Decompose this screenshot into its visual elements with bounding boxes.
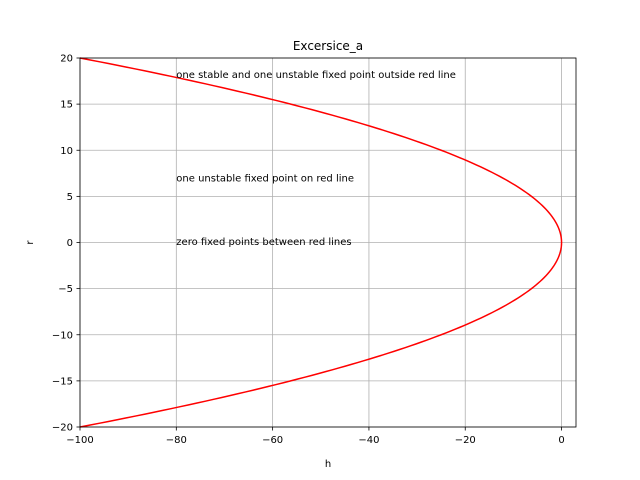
annotation-text: zero fixed points between red lines: [176, 237, 351, 248]
x-tick-label: −60: [262, 435, 283, 446]
y-tick-label: 10: [60, 146, 73, 157]
ticks: −100 −80 −60 −40 −20 0 −20 −15 −10 −5 0 5 10 15 20: [52, 54, 565, 446]
y-tick-label: −20: [52, 423, 73, 434]
y-tick-label: 15: [60, 100, 73, 111]
y-tick-label: −5: [58, 284, 73, 295]
curve-layer: [79, 57, 563, 428]
y-tick-label: 20: [60, 54, 73, 65]
x-tick-label: 0: [558, 435, 564, 446]
series-line: [79, 57, 563, 428]
annotation-text: one unstable fixed point on red line: [176, 174, 354, 185]
y-tick-label: 0: [67, 238, 73, 249]
y-axis-label: r: [25, 240, 36, 245]
y-tick-label: 5: [67, 192, 73, 203]
x-tick-label: −80: [166, 435, 187, 446]
x-axis-label: h: [325, 459, 331, 470]
chart-title: Excersice_a: [293, 39, 363, 53]
x-tick-label: −100: [66, 435, 93, 446]
annotations: one stable and one unstable fixed point …: [176, 70, 456, 248]
x-tick-label: −20: [455, 435, 476, 446]
y-tick-label: −15: [52, 376, 73, 387]
y-tick-label: −10: [52, 330, 73, 341]
annotation-text: one stable and one unstable fixed point …: [176, 70, 456, 81]
x-tick-label: −40: [358, 435, 379, 446]
